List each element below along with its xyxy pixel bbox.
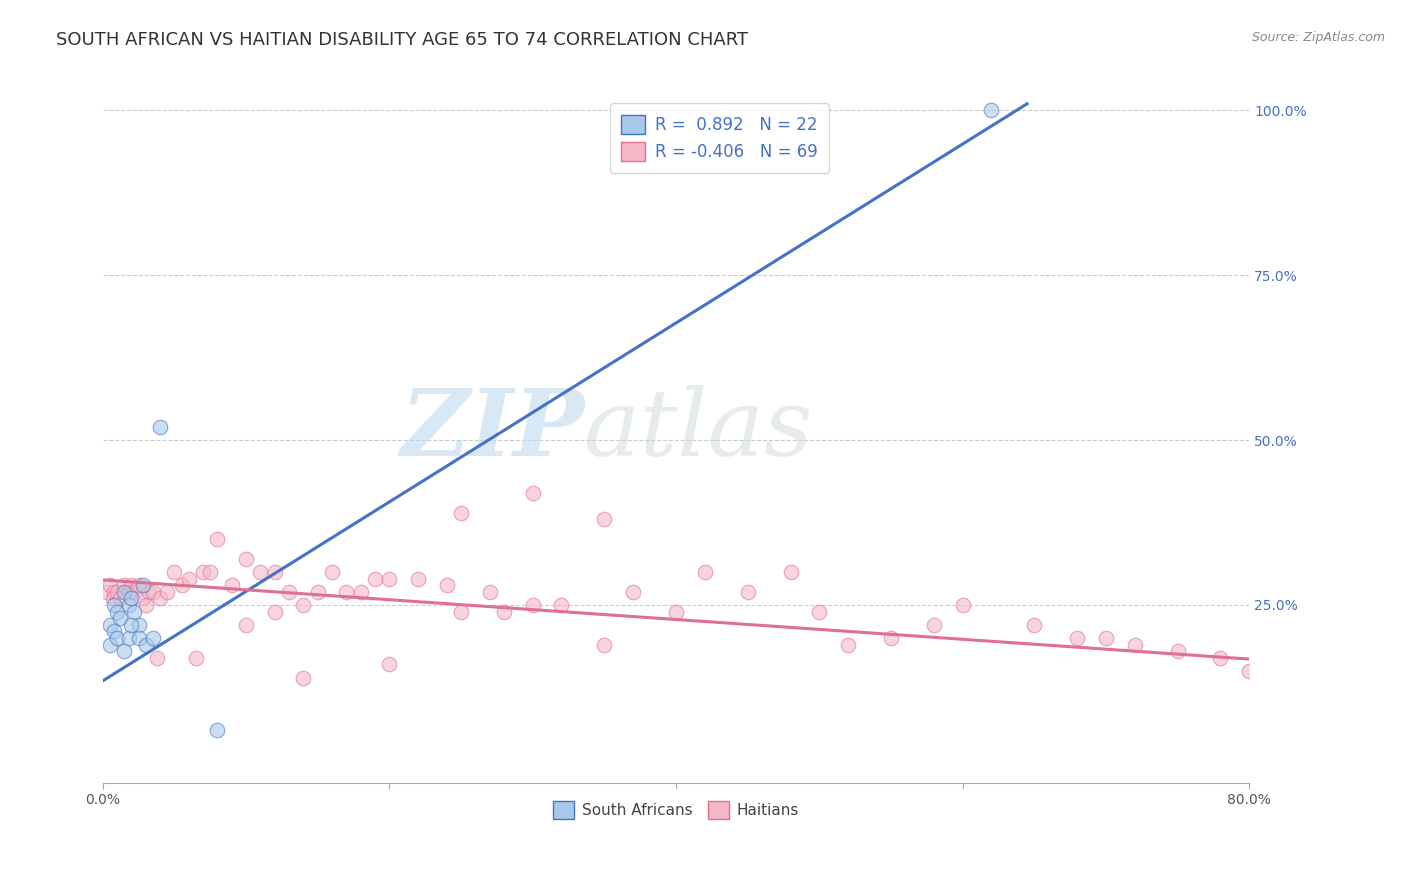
Point	[737, 584, 759, 599]
Point	[138, 584, 160, 599]
Point	[200, 565, 222, 579]
Point	[105, 584, 128, 599]
Point	[128, 578, 150, 592]
Point	[278, 584, 301, 599]
Point	[117, 631, 139, 645]
Text: ZIP: ZIP	[401, 385, 585, 475]
Point	[1237, 664, 1260, 678]
Point	[1024, 617, 1046, 632]
Point	[156, 584, 179, 599]
Point	[450, 506, 472, 520]
Point	[96, 584, 118, 599]
Point	[112, 644, 135, 658]
Text: SOUTH AFRICAN VS HAITIAN DISABILITY AGE 65 TO 74 CORRELATION CHART: SOUTH AFRICAN VS HAITIAN DISABILITY AGE …	[56, 31, 748, 49]
Point	[207, 532, 229, 546]
Point	[1166, 644, 1188, 658]
Point	[112, 584, 135, 599]
Point	[142, 631, 165, 645]
Point	[177, 572, 200, 586]
Point	[98, 578, 121, 592]
Point	[307, 584, 329, 599]
Point	[103, 598, 125, 612]
Point	[135, 638, 157, 652]
Point	[98, 617, 121, 632]
Point	[117, 584, 139, 599]
Point	[263, 605, 285, 619]
Point	[478, 584, 501, 599]
Point	[149, 591, 172, 606]
Point	[112, 578, 135, 592]
Point	[1209, 650, 1232, 665]
Point	[593, 512, 616, 526]
Point	[120, 578, 142, 592]
Text: Source: ZipAtlas.com: Source: ZipAtlas.com	[1251, 31, 1385, 45]
Point	[922, 617, 945, 632]
Point	[124, 584, 146, 599]
Point	[693, 565, 716, 579]
Point	[621, 584, 644, 599]
Point	[128, 617, 150, 632]
Point	[120, 617, 142, 632]
Point	[249, 565, 271, 579]
Point	[135, 598, 157, 612]
Point	[550, 598, 572, 612]
Point	[149, 420, 172, 434]
Point	[779, 565, 801, 579]
Point	[980, 103, 1002, 118]
Point	[98, 638, 121, 652]
Point	[184, 650, 207, 665]
Point	[378, 572, 401, 586]
Text: atlas: atlas	[585, 385, 814, 475]
Point	[124, 605, 146, 619]
Point	[105, 631, 128, 645]
Point	[103, 624, 125, 639]
Point	[120, 591, 142, 606]
Point	[117, 598, 139, 612]
Point	[128, 631, 150, 645]
Point	[235, 551, 257, 566]
Point	[1095, 631, 1118, 645]
Point	[837, 638, 859, 652]
Point	[170, 578, 193, 592]
Point	[292, 671, 315, 685]
Point	[378, 657, 401, 672]
Point	[163, 565, 186, 579]
Point	[191, 565, 214, 579]
Point	[450, 605, 472, 619]
Point	[335, 584, 357, 599]
Point	[436, 578, 458, 592]
Point	[321, 565, 343, 579]
Point	[132, 591, 155, 606]
Point	[880, 631, 903, 645]
Point	[142, 584, 165, 599]
Point	[492, 605, 515, 619]
Point	[132, 578, 155, 592]
Point	[952, 598, 974, 612]
Point	[103, 584, 125, 599]
Point	[406, 572, 429, 586]
Point	[522, 598, 544, 612]
Point	[808, 605, 831, 619]
Point	[101, 591, 124, 606]
Legend: South Africans, Haitians: South Africans, Haitians	[547, 795, 806, 825]
Point	[364, 572, 387, 586]
Point	[522, 486, 544, 500]
Point	[105, 605, 128, 619]
Point	[350, 584, 373, 599]
Point	[207, 723, 229, 738]
Point	[221, 578, 243, 592]
Point	[108, 611, 131, 625]
Point	[665, 605, 688, 619]
Point	[235, 617, 257, 632]
Point	[146, 650, 169, 665]
Point	[292, 598, 315, 612]
Point	[593, 638, 616, 652]
Point	[1123, 638, 1146, 652]
Point	[108, 591, 131, 606]
Point	[263, 565, 285, 579]
Point	[1066, 631, 1088, 645]
